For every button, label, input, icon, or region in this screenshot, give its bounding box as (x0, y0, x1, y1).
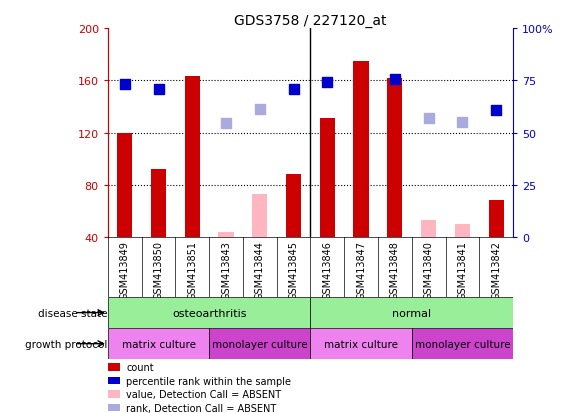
Text: GSM413840: GSM413840 (424, 240, 434, 299)
Bar (421, 221, 436, 237)
Bar (117, 133, 132, 237)
Point (255, 107, 265, 113)
Bar (219, 232, 234, 237)
Point (222, 121, 231, 127)
Text: GSM413849: GSM413849 (120, 240, 130, 299)
Bar (108, 328, 209, 359)
Bar (252, 195, 268, 237)
Text: normal: normal (392, 308, 431, 318)
Text: GSM413843: GSM413843 (221, 240, 231, 299)
Text: GSM413848: GSM413848 (390, 240, 400, 299)
Bar (108, 404, 120, 411)
Point (120, 82, 129, 88)
Bar (151, 170, 166, 237)
Text: GSM413841: GSM413841 (458, 240, 468, 299)
Bar (310, 297, 513, 328)
Bar (108, 390, 120, 398)
Text: monolayer culture: monolayer culture (415, 339, 510, 349)
Title: GDS3758 / 227120_at: GDS3758 / 227120_at (234, 14, 387, 28)
Bar (387, 78, 402, 237)
Bar (108, 363, 120, 371)
Text: osteoarthritis: osteoarthritis (172, 308, 247, 318)
Point (289, 87, 298, 93)
Bar (209, 328, 310, 359)
Text: monolayer culture: monolayer culture (212, 339, 308, 349)
Bar (108, 297, 310, 328)
Text: value, Detection Call = ABSENT: value, Detection Call = ABSENT (126, 389, 281, 399)
Text: percentile rank within the sample: percentile rank within the sample (126, 376, 291, 386)
Text: growth protocol: growth protocol (26, 339, 108, 349)
Point (322, 79, 332, 85)
Bar (319, 119, 335, 237)
Text: GSM413842: GSM413842 (491, 240, 501, 299)
Text: GSM413845: GSM413845 (289, 240, 298, 299)
Bar (412, 328, 513, 359)
Text: GSM413846: GSM413846 (322, 240, 332, 299)
Point (390, 76, 399, 83)
Text: GSM413847: GSM413847 (356, 240, 366, 299)
Point (154, 87, 163, 93)
Text: count: count (126, 362, 154, 373)
Point (491, 108, 501, 114)
Bar (310, 328, 412, 359)
Bar (286, 175, 301, 237)
Text: GSM413850: GSM413850 (153, 240, 163, 299)
Bar (489, 201, 504, 237)
Text: GSM413851: GSM413851 (187, 240, 197, 299)
Text: matrix culture: matrix culture (121, 339, 195, 349)
Text: disease state: disease state (38, 308, 108, 318)
Point (424, 116, 433, 122)
Point (458, 119, 467, 126)
Text: rank, Detection Call = ABSENT: rank, Detection Call = ABSENT (126, 403, 276, 413)
Bar (108, 377, 120, 385)
Text: GSM413844: GSM413844 (255, 240, 265, 299)
Bar (353, 62, 368, 237)
Bar (185, 77, 200, 237)
Text: matrix culture: matrix culture (324, 339, 398, 349)
Bar (455, 224, 470, 237)
